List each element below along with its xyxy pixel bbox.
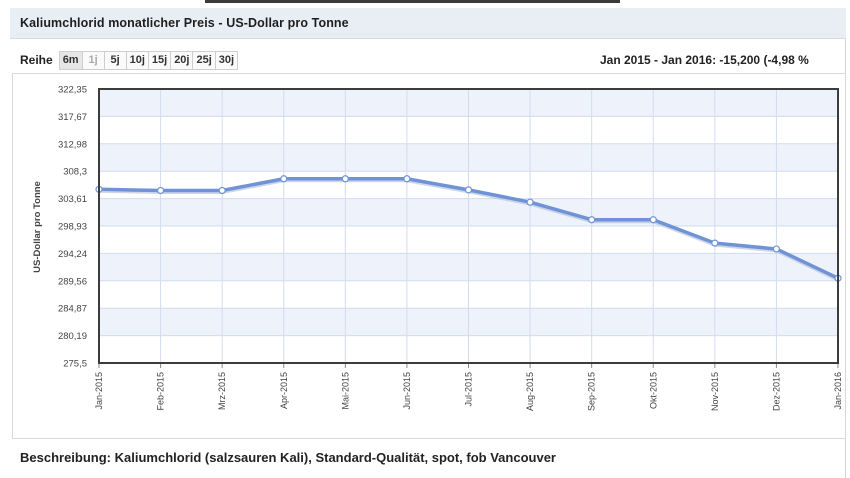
x-tick-label: Nov-2015 bbox=[710, 372, 720, 411]
y-tick-label: 303,61 bbox=[58, 194, 87, 205]
line-chart: 275,5 280,19 284,87 289,56 294,24 298,93 303,6… bbox=[32, 85, 843, 412]
top-strip-dark bbox=[205, 0, 620, 3]
y-tick-label: 308,3 bbox=[63, 167, 87, 178]
range-button-group: 6m 1j 5j 10j 15j 20j 25j 30j bbox=[58, 50, 239, 70]
x-tick-label: Sep-2015 bbox=[587, 372, 597, 411]
change-summary: Jan 2015 - Jan 2016: -15,200 (-4,98 % bbox=[600, 53, 809, 67]
y-tick-label: 312,98 bbox=[58, 139, 87, 150]
data-point bbox=[280, 175, 288, 183]
x-tick-label: Mrz-2015 bbox=[217, 372, 227, 410]
data-point bbox=[403, 175, 411, 183]
range-button-5j[interactable]: 5j bbox=[103, 50, 126, 70]
y-tick-label: 289,56 bbox=[58, 276, 87, 287]
y-tick-label: 280,19 bbox=[58, 331, 87, 342]
chart-title: Kaliumchlorid monatlicher Preis - US-Dol… bbox=[20, 16, 349, 30]
data-point bbox=[588, 216, 596, 224]
range-button-30j[interactable]: 30j bbox=[214, 50, 239, 70]
description: Beschreibung: Kaliumchlorid (salzsauren … bbox=[20, 450, 556, 465]
y-tick-label: 275,5 bbox=[63, 359, 87, 370]
data-point bbox=[711, 239, 719, 247]
range-selector: Reihe 6m 1j 5j 10j 15j 20j 25j 30j bbox=[20, 49, 239, 71]
data-point bbox=[341, 175, 349, 183]
data-point bbox=[526, 198, 534, 206]
y-tick-label: 294,24 bbox=[58, 249, 87, 260]
x-tick-label: Jan-2016 bbox=[833, 372, 843, 410]
y-axis-ticks: 275,5 280,19 284,87 289,56 294,24 298,93 303,6… bbox=[58, 85, 87, 370]
y-tick-label: 284,87 bbox=[58, 304, 87, 315]
range-button-25j[interactable]: 25j bbox=[192, 50, 215, 70]
x-tick-label: Jul-2015 bbox=[464, 372, 474, 407]
x-tick-label: Dez-2015 bbox=[771, 372, 781, 411]
x-tick-label: Jun-2015 bbox=[402, 372, 412, 410]
data-point bbox=[772, 245, 781, 253]
x-tick-label: Jan-2015 bbox=[94, 372, 104, 410]
y-tick-label: 317,67 bbox=[58, 112, 87, 123]
range-button-10j[interactable]: 10j bbox=[125, 50, 148, 70]
range-button-15j[interactable]: 15j bbox=[147, 50, 171, 70]
x-tick-label: Okt-2015 bbox=[648, 372, 658, 409]
x-axis-ticks: Jan-2015 Feb-2015 Mrz-2015 Apr-2015 Mai-2015… bbox=[94, 372, 843, 411]
y-tick-label: 322,35 bbox=[58, 85, 87, 96]
data-point bbox=[649, 216, 657, 224]
data-point bbox=[156, 186, 165, 195]
range-button-1j[interactable]: 1j bbox=[81, 50, 104, 70]
top-strip bbox=[0, 0, 850, 4]
data-point bbox=[464, 186, 473, 194]
x-tick-label: Feb-2015 bbox=[156, 372, 166, 411]
x-tick-label: Mai-2015 bbox=[340, 372, 350, 410]
x-tick-label: Apr-2015 bbox=[279, 372, 289, 409]
y-tick-label: 298,93 bbox=[58, 222, 87, 233]
plot-border bbox=[98, 88, 839, 364]
range-button-20j[interactable]: 20j bbox=[170, 50, 193, 70]
range-label: Reihe bbox=[20, 53, 53, 67]
y-axis-label: US-Dollar pro Tonne bbox=[32, 181, 43, 273]
title-bar: Kaliumchlorid monatlicher Preis - US-Dol… bbox=[10, 8, 846, 39]
data-point bbox=[218, 186, 226, 195]
range-button-6m[interactable]: 6m bbox=[58, 50, 82, 70]
x-tick-label: Aug-2015 bbox=[525, 372, 535, 411]
